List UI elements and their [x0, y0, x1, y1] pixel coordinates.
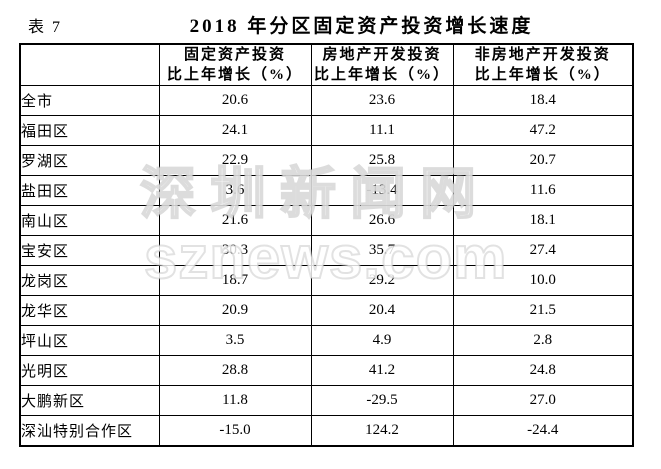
value-cell: 26.6 — [310, 205, 454, 236]
table-row: 龙华区 20.9 20.4 21.5 — [19, 295, 634, 326]
value-cell: 47.2 — [452, 115, 634, 146]
row-label: 深汕特别合作区 — [19, 415, 160, 447]
value-cell: 27.0 — [452, 385, 634, 416]
table-row: 龙岗区 18.7 29.2 10.0 — [19, 265, 634, 296]
column-header-non-realestate-investment: 非房地产开发投资 比上年增长（%） — [452, 43, 634, 86]
row-label: 龙华区 — [19, 295, 160, 326]
value-cell: 2.8 — [452, 325, 634, 356]
value-cell: 20.9 — [158, 295, 312, 326]
column-header-line2: 比上年增长（%） — [166, 67, 303, 83]
table-label: 表 7 — [28, 19, 63, 36]
value-cell: 20.6 — [158, 85, 312, 116]
value-cell: 35.7 — [310, 235, 454, 266]
column-header-line2: 比上年增长（%） — [313, 67, 450, 83]
value-cell: 21.6 — [158, 205, 312, 236]
column-header-line1: 房地产开发投资 — [322, 47, 442, 63]
value-cell: 41.2 — [310, 355, 454, 386]
column-header-line1: 非房地产开发投资 — [474, 47, 611, 63]
corner-cell — [19, 43, 160, 86]
row-label: 光明区 — [19, 355, 160, 386]
table-row: 南山区 21.6 26.6 18.1 — [19, 205, 634, 236]
row-label: 福田区 — [19, 115, 160, 146]
value-cell: 18.1 — [452, 205, 634, 236]
table-row: 光明区 28.8 41.2 24.8 — [19, 355, 634, 386]
column-header-line2: 比上年增长（%） — [474, 67, 611, 83]
column-header-line1: 固定资产投资 — [183, 47, 286, 63]
header-row: 固定资产投资 比上年增长（%） 房地产开发投资 比上年增长（%） 非房地产开发投… — [19, 43, 634, 86]
value-cell: 11.8 — [158, 385, 312, 416]
table-row: 盐田区 3.6 -13.4 11.6 — [19, 175, 634, 206]
row-label: 南山区 — [19, 205, 160, 236]
value-cell: 18.4 — [452, 85, 634, 116]
investment-table: 固定资产投资 比上年增长（%） 房地产开发投资 比上年增长（%） 非房地产开发投… — [19, 43, 634, 447]
value-cell: 124.2 — [310, 415, 454, 447]
title-row: 表 7 2018 年分区固定资产投资增长速度 — [0, 9, 661, 37]
value-cell: 10.0 — [452, 265, 634, 296]
value-cell: 28.8 — [158, 355, 312, 386]
value-cell: 27.4 — [452, 235, 634, 266]
value-cell: 20.4 — [310, 295, 454, 326]
column-header-realestate-investment: 房地产开发投资 比上年增长（%） — [310, 43, 454, 86]
value-cell: -15.0 — [158, 415, 312, 447]
page-title: 2018 年分区固定资产投资增长速度 — [189, 16, 534, 37]
table-row: 宝安区 30.3 35.7 27.4 — [19, 235, 634, 266]
value-cell: 23.6 — [310, 85, 454, 116]
value-cell: 24.8 — [452, 355, 634, 386]
value-cell: 22.9 — [158, 145, 312, 176]
value-cell: 11.1 — [310, 115, 454, 146]
value-cell: 21.5 — [452, 295, 634, 326]
row-label: 坪山区 — [19, 325, 160, 356]
value-cell: 30.3 — [158, 235, 312, 266]
value-cell: -24.4 — [452, 415, 634, 447]
value-cell: 4.9 — [310, 325, 454, 356]
table-row: 大鹏新区 11.8 -29.5 27.0 — [19, 385, 634, 416]
value-cell: 11.6 — [452, 175, 634, 206]
value-cell: 29.2 — [310, 265, 454, 296]
table-row: 罗湖区 22.9 25.8 20.7 — [19, 145, 634, 176]
value-cell: 24.1 — [158, 115, 312, 146]
table-row: 福田区 24.1 11.1 47.2 — [19, 115, 634, 146]
value-cell: 3.6 — [158, 175, 312, 206]
value-cell: 20.7 — [452, 145, 634, 176]
table-row: 全市 20.6 23.6 18.4 — [19, 85, 634, 116]
column-header-fixed-investment: 固定资产投资 比上年增长（%） — [158, 43, 312, 86]
value-cell: 3.5 — [158, 325, 312, 356]
row-label: 宝安区 — [19, 235, 160, 266]
value-cell: 18.7 — [158, 265, 312, 296]
value-cell: -29.5 — [310, 385, 454, 416]
row-label: 盐田区 — [19, 175, 160, 206]
row-label: 龙岗区 — [19, 265, 160, 296]
value-cell: -13.4 — [310, 175, 454, 206]
row-label: 罗湖区 — [19, 145, 160, 176]
table-row: 坪山区 3.5 4.9 2.8 — [19, 325, 634, 356]
row-label: 全市 — [19, 85, 160, 116]
value-cell: 25.8 — [310, 145, 454, 176]
row-label: 大鹏新区 — [19, 385, 160, 416]
table-row: 深汕特别合作区 -15.0 124.2 -24.4 — [19, 415, 634, 447]
